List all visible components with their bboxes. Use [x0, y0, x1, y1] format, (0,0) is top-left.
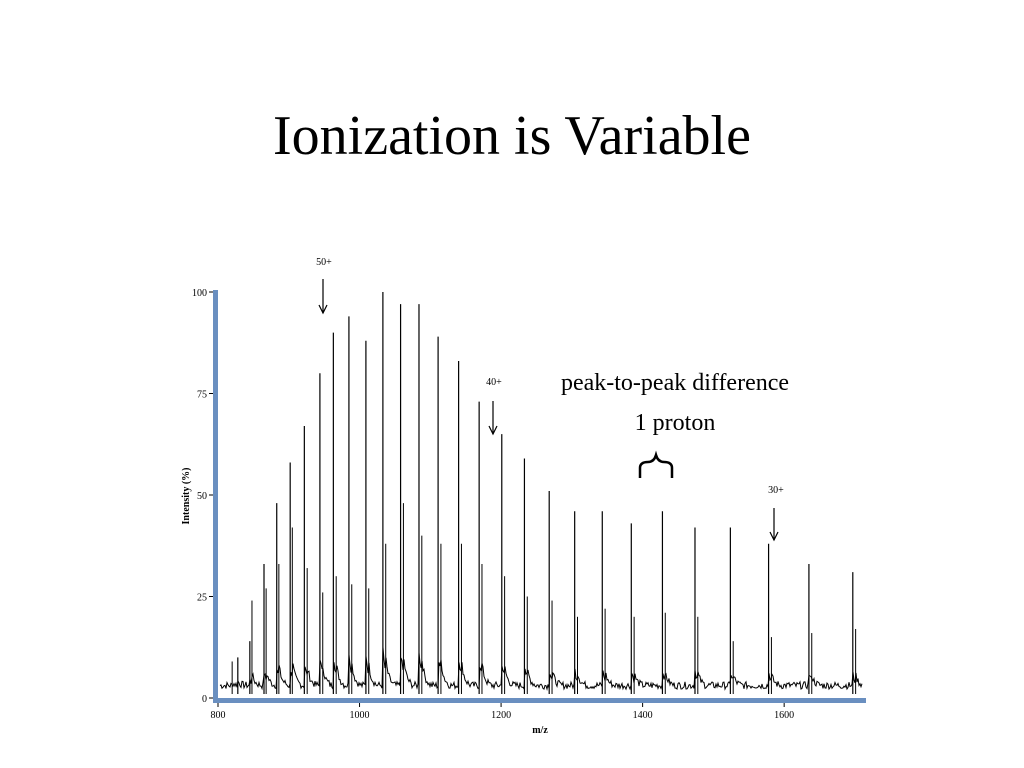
y-tick-label: 0: [202, 694, 207, 705]
charge-label-50: 50+: [316, 257, 332, 268]
y-tick-label: 50: [197, 491, 207, 502]
y-tick-label: 25: [197, 593, 207, 604]
main-peaks: [237, 292, 854, 694]
x-tick-label: 1400: [633, 710, 653, 721]
x-tick-label: 1600: [774, 710, 794, 721]
spectrum-baseline: [219, 647, 863, 691]
adduct-peaks: [231, 503, 857, 694]
spectrum-trace: [219, 647, 863, 691]
x-axis-bar: [213, 698, 866, 703]
annotation-peak-difference: peak-to-peak difference: [561, 370, 789, 396]
arrow-icon: [318, 279, 328, 315]
x-ticks: 800 1000 1200 1400 1600: [211, 703, 794, 721]
brace-icon: [638, 450, 674, 478]
x-tick-label: 1000: [350, 710, 370, 721]
y-tick-label: 100: [192, 288, 207, 299]
arrow-icon: [769, 508, 779, 542]
slide-title: Ionization is Variable: [273, 105, 751, 167]
x-axis-title: m/z: [532, 725, 548, 736]
arrow-icon: [488, 401, 498, 436]
y-axis-title: Intensity (%): [181, 468, 192, 525]
charge-label-30: 30+: [768, 485, 784, 496]
annotation-one-proton: 1 proton: [635, 410, 716, 436]
y-tick-label: 75: [197, 390, 207, 401]
x-tick-label: 1200: [491, 710, 511, 721]
x-tick-label: 800: [211, 710, 226, 721]
charge-label-40: 40+: [486, 377, 502, 388]
y-ticks: 0 25 50 75 100: [192, 288, 213, 705]
y-axis-bar: [213, 290, 218, 702]
